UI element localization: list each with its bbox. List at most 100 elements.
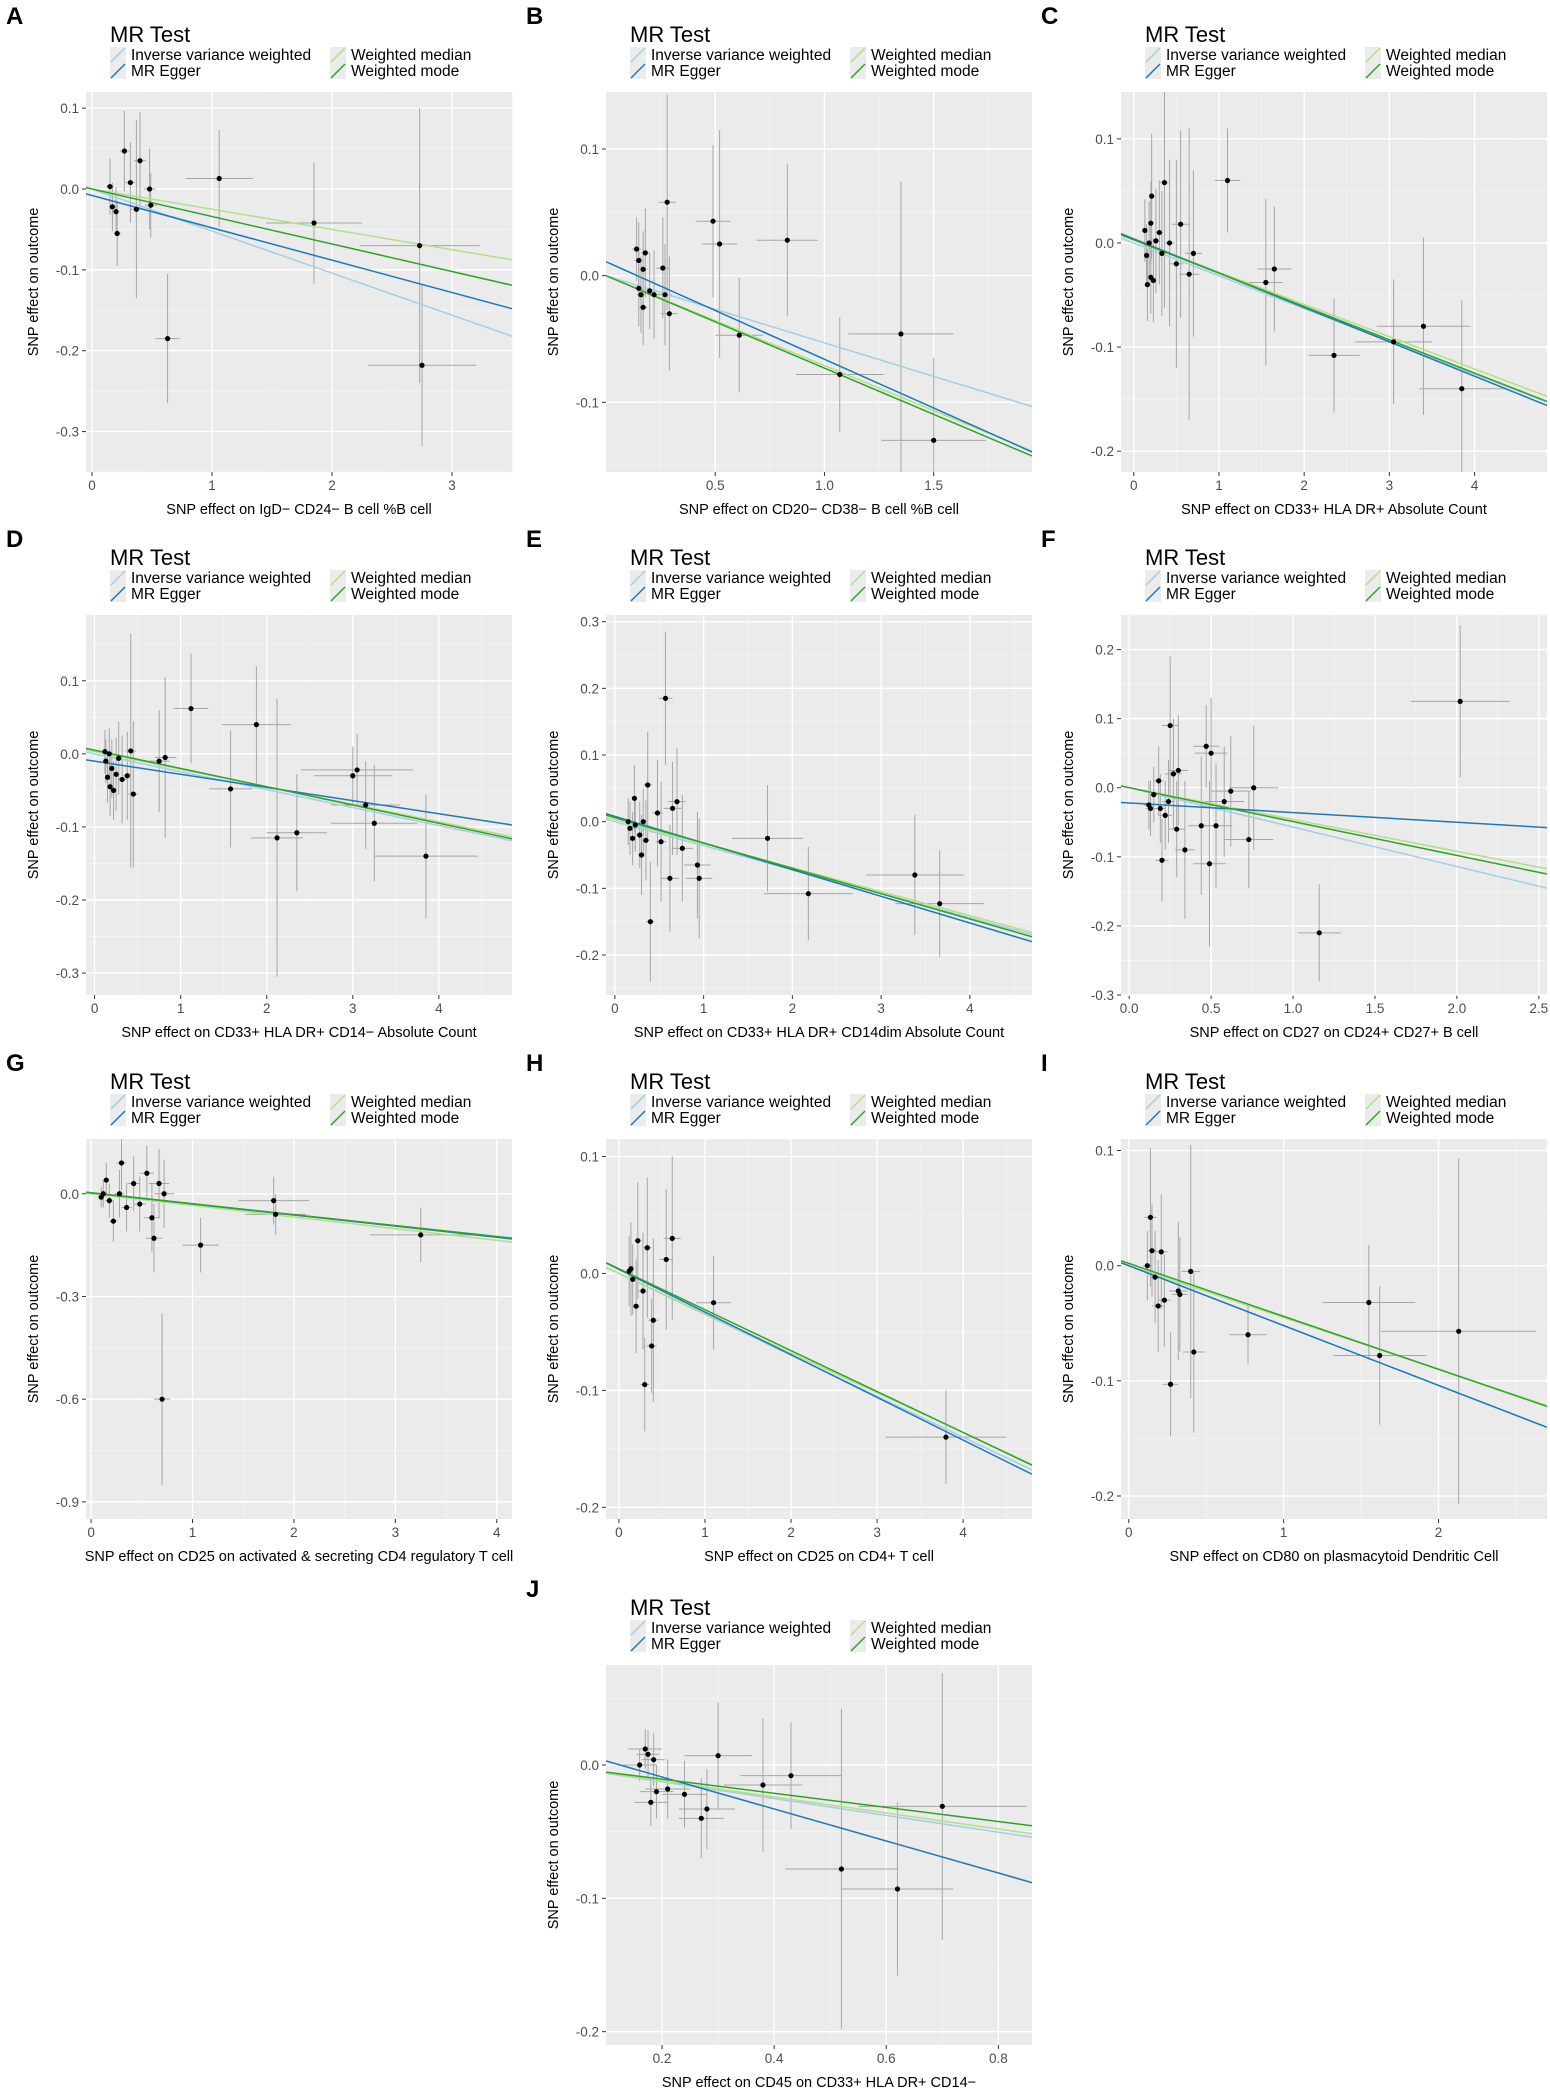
snp-point bbox=[1178, 221, 1184, 227]
x-axis: 0 1 2 3 4 bbox=[87, 1139, 501, 1540]
snp-point bbox=[1173, 261, 1179, 267]
snp-point bbox=[636, 285, 642, 291]
legend-label-wmedian: Weighted median bbox=[351, 47, 471, 64]
snp-point bbox=[1144, 282, 1151, 288]
snp-point bbox=[1174, 826, 1180, 832]
snp-point bbox=[1143, 252, 1150, 259]
legend-label-ivw: Inverse variance weighted bbox=[131, 1094, 311, 1111]
snp-point bbox=[717, 241, 723, 247]
snp-point bbox=[151, 1235, 157, 1241]
legend-key-ivw bbox=[1145, 570, 1161, 586]
snp-point bbox=[674, 799, 680, 805]
snp-point bbox=[148, 202, 154, 208]
x-tick-label: 4 bbox=[1471, 478, 1479, 493]
legend-key-egger bbox=[110, 1110, 126, 1126]
x-tick-label: 1 bbox=[701, 1525, 709, 1540]
minor-gridlines bbox=[86, 92, 513, 473]
legend-label-ivw: Inverse variance weighted bbox=[651, 570, 831, 587]
snp-point bbox=[1188, 1268, 1194, 1275]
snp-point bbox=[124, 773, 130, 779]
y-tick-label: 0.0 bbox=[1095, 781, 1114, 796]
snp-point bbox=[1457, 698, 1463, 704]
y-axis-title: SNP effect on outcome bbox=[26, 208, 42, 357]
snp-point bbox=[1182, 847, 1188, 853]
y-tick-label: 0.0 bbox=[580, 815, 599, 830]
regression-line-ivw bbox=[86, 751, 512, 842]
legend-label-ivw: Inverse variance weighted bbox=[131, 47, 311, 64]
snp-point bbox=[1198, 823, 1204, 829]
snp-point bbox=[161, 1191, 167, 1197]
legend-key-egger bbox=[630, 1636, 646, 1652]
snp-point bbox=[107, 183, 113, 190]
minor-gridlines bbox=[86, 1139, 512, 1519]
snp-point bbox=[165, 335, 171, 342]
y-axis: -0.9 -0.6 -0.3 0.0 bbox=[56, 1187, 512, 1510]
x-tick-label: 0 bbox=[87, 1525, 95, 1540]
snp-point bbox=[1208, 750, 1214, 756]
regression-line-wmode bbox=[606, 1771, 1032, 1827]
regression-line-ivw bbox=[86, 186, 512, 337]
snp-point bbox=[104, 774, 111, 780]
snp-point bbox=[363, 802, 369, 808]
snp-point bbox=[113, 771, 119, 777]
snp-point bbox=[1150, 277, 1156, 284]
snp-point bbox=[1170, 771, 1177, 777]
regression-line-wmode bbox=[606, 274, 1032, 457]
data-points bbox=[98, 1160, 424, 1402]
regression-lines bbox=[86, 1191, 512, 1243]
snp-point bbox=[1165, 798, 1172, 805]
x-tick-label: 2.5 bbox=[1529, 1001, 1548, 1016]
y-tick-label: -0.2 bbox=[576, 2025, 599, 2040]
y-tick-label: -0.3 bbox=[56, 425, 79, 440]
snp-point bbox=[642, 1746, 648, 1752]
x-axis-title: SNP effect on CD45 on CD33+ HLA DR+ CD14… bbox=[662, 2075, 976, 2091]
snp-point bbox=[637, 832, 643, 838]
snp-point bbox=[118, 1160, 125, 1166]
minor-gridlines bbox=[86, 615, 512, 995]
snp-point bbox=[1228, 788, 1234, 794]
snp-point bbox=[912, 872, 918, 878]
snp-point bbox=[110, 787, 117, 793]
y-tick-label: -0.1 bbox=[56, 820, 79, 835]
legend-label-wmode: Weighted mode bbox=[1386, 63, 1494, 80]
data-points bbox=[625, 695, 943, 925]
x-tick-label: 1 bbox=[700, 1001, 708, 1016]
x-tick-label: 0.6 bbox=[877, 2051, 896, 2066]
data-points bbox=[633, 199, 937, 443]
snp-point bbox=[943, 1434, 949, 1440]
snp-point bbox=[137, 158, 143, 164]
regression-line-egger bbox=[606, 261, 1032, 453]
snp-point bbox=[648, 1799, 654, 1805]
snp-point bbox=[640, 266, 646, 272]
x-axis: 0 1 2 3 4 bbox=[615, 1139, 967, 1540]
y-axis-title: SNP effect on outcome bbox=[26, 731, 42, 880]
y-tick-label: -0.2 bbox=[576, 1500, 599, 1515]
y-tick-label: -0.2 bbox=[56, 344, 79, 359]
legend-key-wmode bbox=[1365, 1110, 1381, 1126]
snp-point bbox=[198, 1242, 204, 1248]
snp-point bbox=[147, 186, 153, 192]
snp-point bbox=[664, 199, 670, 205]
legend-label-wmode: Weighted mode bbox=[871, 63, 979, 80]
legend-label-wmode: Weighted mode bbox=[351, 63, 459, 80]
x-axis-title: SNP effect on CD80 on plasmacytoid Dendr… bbox=[1169, 1549, 1498, 1565]
y-tick-label: 0.0 bbox=[60, 747, 79, 762]
snp-point bbox=[637, 1762, 643, 1768]
y-tick-label: -0.1 bbox=[576, 1383, 599, 1398]
regression-line-wmedian bbox=[86, 187, 512, 261]
snp-point bbox=[651, 292, 657, 298]
regression-lines bbox=[86, 747, 512, 842]
panel-letter: C bbox=[1041, 3, 1058, 30]
x-tick-label: 2 bbox=[263, 1001, 271, 1016]
x-tick-label: 3 bbox=[877, 1001, 885, 1016]
snp-point bbox=[417, 243, 423, 249]
snp-point bbox=[1420, 323, 1427, 329]
regression-line-egger bbox=[1121, 1261, 1547, 1429]
snp-point bbox=[103, 1177, 109, 1183]
data-points bbox=[102, 705, 429, 859]
